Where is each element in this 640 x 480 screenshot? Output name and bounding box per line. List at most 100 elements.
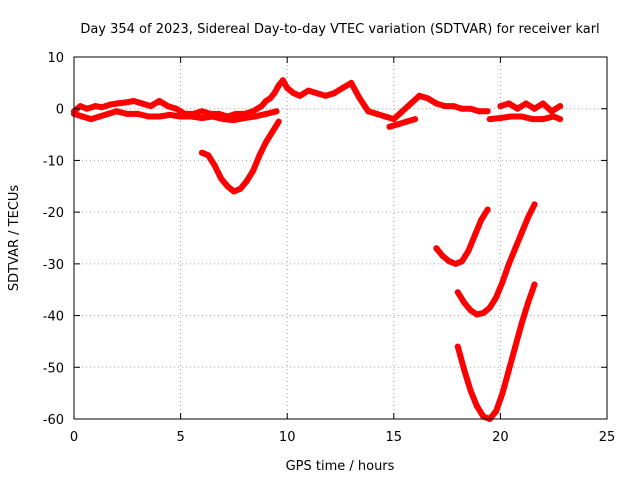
series-7-point <box>433 245 440 252</box>
series-2-point <box>188 113 195 120</box>
series-1-point <box>83 105 90 112</box>
series-1-point <box>424 95 431 102</box>
series-6-point <box>256 152 263 159</box>
series-2-point <box>79 113 86 120</box>
y-axis-label: SDTVAR / TECUs <box>7 185 22 292</box>
series-2-point <box>209 113 216 120</box>
series-8-point <box>486 304 493 311</box>
series-1-point <box>164 103 171 110</box>
series-8-point <box>505 260 512 267</box>
series-2-point <box>124 110 131 117</box>
series-8-point <box>480 310 487 316</box>
series-8-point <box>461 299 468 306</box>
series-3-point <box>557 116 564 123</box>
series-1-point <box>107 101 114 108</box>
series-9-point <box>505 366 512 373</box>
series-1-point <box>484 108 491 115</box>
series-line-5 <box>386 116 419 130</box>
series-4-point <box>540 100 546 107</box>
series-3-point <box>518 113 525 120</box>
series-6-point <box>275 118 282 125</box>
series-6-point <box>205 152 212 159</box>
series-9-point <box>512 343 519 350</box>
series-1-point <box>348 79 355 86</box>
y-tick-label: 10 <box>47 51 64 66</box>
series-1-point <box>339 85 346 91</box>
y-tick-label: -40 <box>43 310 64 325</box>
series-3-point <box>497 115 504 121</box>
series-1-point <box>365 108 372 115</box>
series-4-point <box>531 105 538 112</box>
y-tick-label: -10 <box>43 154 64 169</box>
series-9-point <box>518 320 525 327</box>
series-1-point <box>258 103 265 110</box>
series-9-point <box>461 366 468 373</box>
series-2-point <box>96 113 103 120</box>
series-3-point <box>540 116 546 123</box>
x-tick-label: 25 <box>599 430 616 445</box>
series-2-point <box>105 110 112 117</box>
series-1-point <box>382 113 389 120</box>
series-7-point <box>471 232 478 239</box>
series-1-point <box>290 90 297 97</box>
series-7-point <box>439 253 446 260</box>
series-7-point <box>446 258 453 265</box>
series-1-point <box>271 90 278 97</box>
series-9-point <box>493 408 500 415</box>
series-1-point <box>156 98 163 104</box>
series-1-point <box>322 92 329 99</box>
series-4-point <box>523 100 529 107</box>
series-3-point <box>486 116 493 123</box>
series-6-point <box>250 167 257 174</box>
y-tick-label: -50 <box>43 361 64 376</box>
series-4-point <box>557 103 564 110</box>
series-4-point <box>514 105 521 112</box>
series-9-point <box>499 390 506 397</box>
series-7-point <box>452 260 459 267</box>
series-1-point <box>433 100 440 107</box>
series-2-point <box>241 115 248 121</box>
series-1-point <box>113 100 120 107</box>
series-1-point <box>275 82 282 89</box>
series-1-point <box>139 100 146 107</box>
series-2-point <box>135 110 141 117</box>
series-2-point <box>166 111 173 118</box>
series-2-point <box>113 108 120 115</box>
series-1-point <box>122 99 129 106</box>
y-tick-label: -20 <box>43 206 64 221</box>
series-8-point <box>473 311 480 318</box>
series-4-point <box>548 108 555 115</box>
series-8-point <box>531 201 538 208</box>
series-2-point <box>220 116 227 123</box>
series-5-point <box>386 123 393 130</box>
series-8-point <box>467 307 474 314</box>
y-tick-label: 0 <box>56 103 64 118</box>
series-8-point <box>454 289 461 296</box>
series-9-point <box>480 413 487 420</box>
series-5-point <box>395 121 402 128</box>
series-1-point <box>305 87 312 94</box>
series-3-point <box>529 116 536 123</box>
series-6-point <box>230 188 237 195</box>
series-1-point <box>130 98 137 104</box>
series-2-point <box>262 110 269 117</box>
series-7-point <box>478 216 485 223</box>
series-1-point <box>416 92 423 99</box>
x-tick-label: 0 <box>70 430 78 445</box>
series-6-point <box>211 162 218 169</box>
series-1-point <box>147 103 154 110</box>
x-tick-label: 15 <box>386 430 403 445</box>
series-1-point <box>297 92 303 99</box>
series-line-6 <box>198 118 282 195</box>
series-1-point <box>390 116 397 123</box>
series-1-point <box>467 105 474 112</box>
series-8-point <box>493 294 500 301</box>
chart-title: Day 354 of 2023, Sidereal Day-to-day VTE… <box>80 22 599 37</box>
series-1-point <box>373 110 380 117</box>
series-9-point <box>473 403 480 410</box>
x-tick-label: 20 <box>492 430 509 445</box>
series-1-point <box>279 77 286 84</box>
grid <box>74 57 607 419</box>
series-8-point <box>518 229 525 236</box>
